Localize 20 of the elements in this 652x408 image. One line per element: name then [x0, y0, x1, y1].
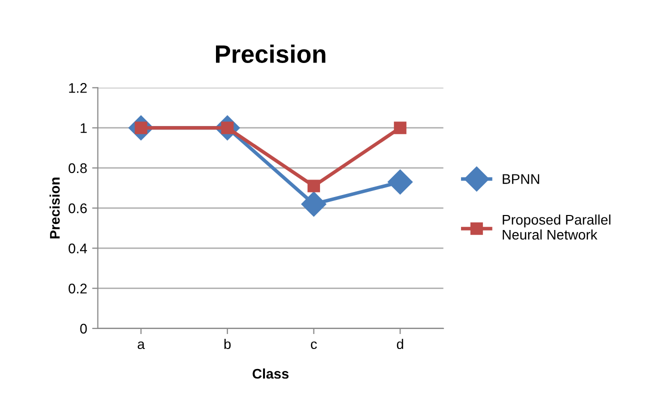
y-tick-label: 0.6: [68, 203, 87, 214]
x-tick-label: c: [310, 341, 317, 350]
point: [301, 192, 326, 217]
y-tick-label: 1: [80, 123, 87, 133]
y-tick-label: 0.4: [68, 244, 87, 254]
y-axis-title: Precision: [50, 178, 60, 238]
y-tick-label: 1.2: [69, 83, 87, 93]
y-tick-label: 0.2: [68, 284, 87, 294]
y-tick-label: 0.8: [68, 163, 87, 174]
point: [388, 170, 413, 194]
x-axis-title: Class: [252, 368, 289, 379]
legend-label: Proposed Parallel Neural Network: [502, 214, 610, 240]
x-tick-label: a: [138, 341, 145, 350]
point: [308, 180, 320, 192]
x-tick-label: b: [224, 338, 231, 350]
x-tick-label: d: [396, 338, 404, 350]
y-tick-label: 0: [80, 324, 87, 334]
chart-title: Precision: [216, 44, 326, 63]
legend-label: BPNN: [502, 174, 540, 184]
point: [394, 122, 406, 134]
